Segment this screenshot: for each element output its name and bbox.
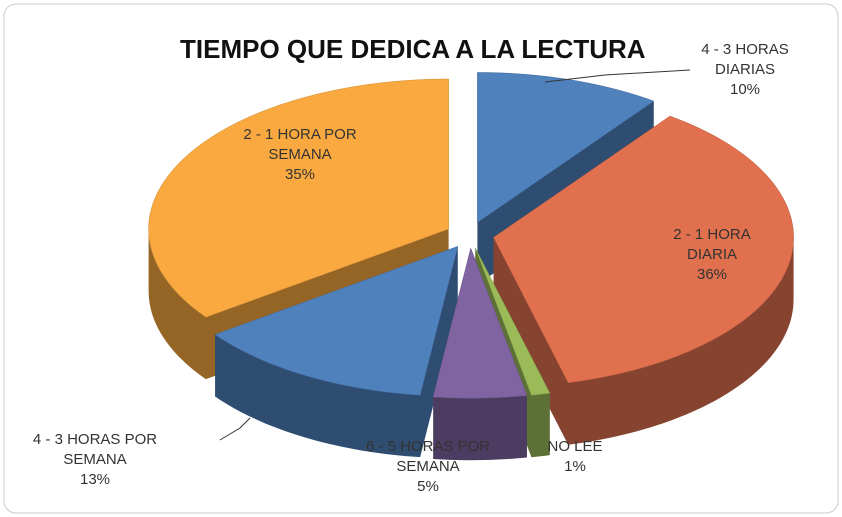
slice-side	[475, 247, 550, 458]
value-label: 5%	[417, 478, 439, 495]
chart-title: TIEMPO QUE DEDICA A LA LECTURA	[180, 34, 646, 64]
data-label: NO LEE 1%	[540, 437, 610, 477]
value-label: 10%	[729, 81, 761, 98]
leader-line	[544, 69, 691, 83]
category-label: 2 - 1 HORA POR SEMANA	[243, 126, 357, 163]
value-label: 36%	[696, 266, 728, 283]
pie	[148, 72, 794, 461]
category-label: NO LEE	[547, 438, 603, 455]
slice	[475, 247, 551, 396]
value-label: 35%	[284, 166, 316, 183]
value-label: 13%	[79, 471, 111, 488]
category-label: 4 - 3 HORAS POR SEMANA	[32, 431, 158, 468]
category-label: 6 - 5 HORAS POR SEMANA	[365, 438, 491, 475]
data-label: 2 - 1 HORA POR SEMANA 35%	[225, 125, 375, 185]
category-label: 2 - 1 HORA DIARIA	[673, 226, 751, 263]
data-label: 6 - 5 HORAS POR SEMANA 5%	[353, 437, 503, 497]
slice	[214, 245, 459, 396]
slice	[493, 115, 794, 384]
data-label: 4 - 3 HORAS DIARIAS 10%	[700, 40, 790, 100]
slice	[477, 72, 655, 223]
data-label: 2 - 1 HORA DIARIA 36%	[652, 225, 772, 285]
value-label: 1%	[564, 458, 586, 475]
slice	[432, 247, 528, 399]
leader-line	[219, 417, 251, 441]
slice	[148, 78, 449, 318]
category-label: 4 - 3 HORAS DIARIAS	[701, 41, 789, 78]
data-label: 4 - 3 HORAS POR SEMANA 13%	[20, 430, 170, 490]
